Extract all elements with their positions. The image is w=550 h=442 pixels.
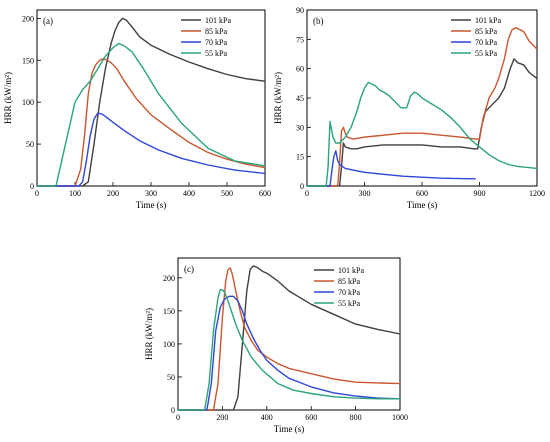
- y-tick-label: 100: [163, 340, 175, 349]
- series-line-101-kpa: [307, 58, 538, 187]
- x-tick-label: 300: [359, 189, 371, 198]
- panel-label: (b): [313, 16, 324, 26]
- y-tick-label: 15: [296, 153, 304, 162]
- panel-label: (a): [43, 16, 53, 26]
- legend-label: 101 kPa: [338, 266, 364, 275]
- x-tick-label: 900: [474, 189, 486, 198]
- chart-panel-1: 0 100 200 300 400 500 600 0 50 100 150 200 Time (s) H…: [3, 9, 271, 210]
- x-tick-label: 600: [416, 189, 428, 198]
- x-tick-label: 0: [35, 189, 39, 198]
- legend-label: 70 kPa: [338, 288, 360, 297]
- series-line-85-kpa: [37, 57, 266, 187]
- series-line-101-kpa: [178, 265, 401, 411]
- legend-label: 70 kPa: [475, 38, 497, 47]
- chart-panel-2: 0 300 600 900 1200 0 15 30 45 60 75 90 Time (s) HRR (…: [273, 6, 545, 210]
- x-tick-label: 1200: [529, 189, 545, 198]
- y-tick-label: 100: [22, 98, 34, 107]
- x-tick-label: 100: [69, 189, 81, 198]
- x-tick-label: 0: [305, 189, 309, 198]
- y-axis-title: HRR (kW/m²): [273, 72, 283, 124]
- y-tick-label: 0: [30, 182, 34, 191]
- y-tick-label: 50: [167, 373, 175, 382]
- x-tick-label: 1000: [392, 413, 408, 422]
- y-tick-label: 60: [296, 65, 304, 74]
- x-axis-title: Time (s): [407, 200, 437, 210]
- y-tick-label: 0: [300, 182, 304, 191]
- x-tick-label: 300: [145, 189, 157, 198]
- legend-label: 101 kPa: [205, 16, 231, 25]
- series-line-55-kpa: [178, 289, 400, 411]
- x-tick-label: 0: [176, 413, 180, 422]
- x-tick-label: 600: [259, 189, 271, 198]
- x-tick-label: 400: [183, 189, 195, 198]
- series-line-55-kpa: [37, 42, 266, 187]
- x-tick-label: 200: [107, 189, 119, 198]
- legend-label: 101 kPa: [475, 16, 501, 25]
- series-line-85-kpa: [178, 267, 401, 411]
- y-tick-label: 0: [171, 406, 175, 415]
- y-tick-label: 30: [296, 123, 304, 132]
- x-tick-label: 200: [216, 413, 228, 422]
- y-axis-title: HRR (kW/m²): [144, 308, 154, 360]
- legend-label: 85 kPa: [338, 277, 360, 286]
- legend-label: 55 kPa: [338, 299, 360, 308]
- series-line-70-kpa: [307, 150, 476, 187]
- x-tick-label: 500: [221, 189, 233, 198]
- y-tick-label: 75: [296, 35, 304, 44]
- legend-label: 70 kPa: [205, 38, 227, 47]
- legend-label: 85 kPa: [475, 27, 497, 36]
- series-line-55-kpa: [307, 81, 538, 187]
- x-tick-label: 400: [261, 413, 273, 422]
- legend-label: 55 kPa: [475, 49, 497, 58]
- legend-label: 55 kPa: [205, 49, 227, 58]
- y-axis-title: HRR (kW/m²): [3, 72, 13, 124]
- x-tick-label: 800: [350, 413, 362, 422]
- y-tick-label: 50: [26, 140, 34, 149]
- y-tick-label: 90: [296, 6, 304, 15]
- y-tick-label: 45: [296, 94, 304, 103]
- y-tick-label: 200: [163, 274, 175, 283]
- series-line-70-kpa: [178, 295, 401, 411]
- series-line-85-kpa: [307, 26, 538, 187]
- x-axis-title: Time (s): [136, 200, 166, 210]
- x-axis-title: Time (s): [274, 424, 304, 434]
- panel-label: (c): [184, 264, 194, 274]
- x-tick-label: 600: [305, 413, 317, 422]
- y-tick-label: 200: [22, 14, 34, 23]
- y-tick-label: 150: [163, 307, 175, 316]
- series-line-70-kpa: [37, 112, 266, 187]
- series-line-101-kpa: [37, 17, 266, 187]
- y-tick-label: 150: [22, 56, 34, 65]
- legend-label: 85 kPa: [205, 27, 227, 36]
- chart-panel-3: 0 200 400 600 800 1000 0 50 100 150 200 Time (s) HRR…: [144, 257, 408, 434]
